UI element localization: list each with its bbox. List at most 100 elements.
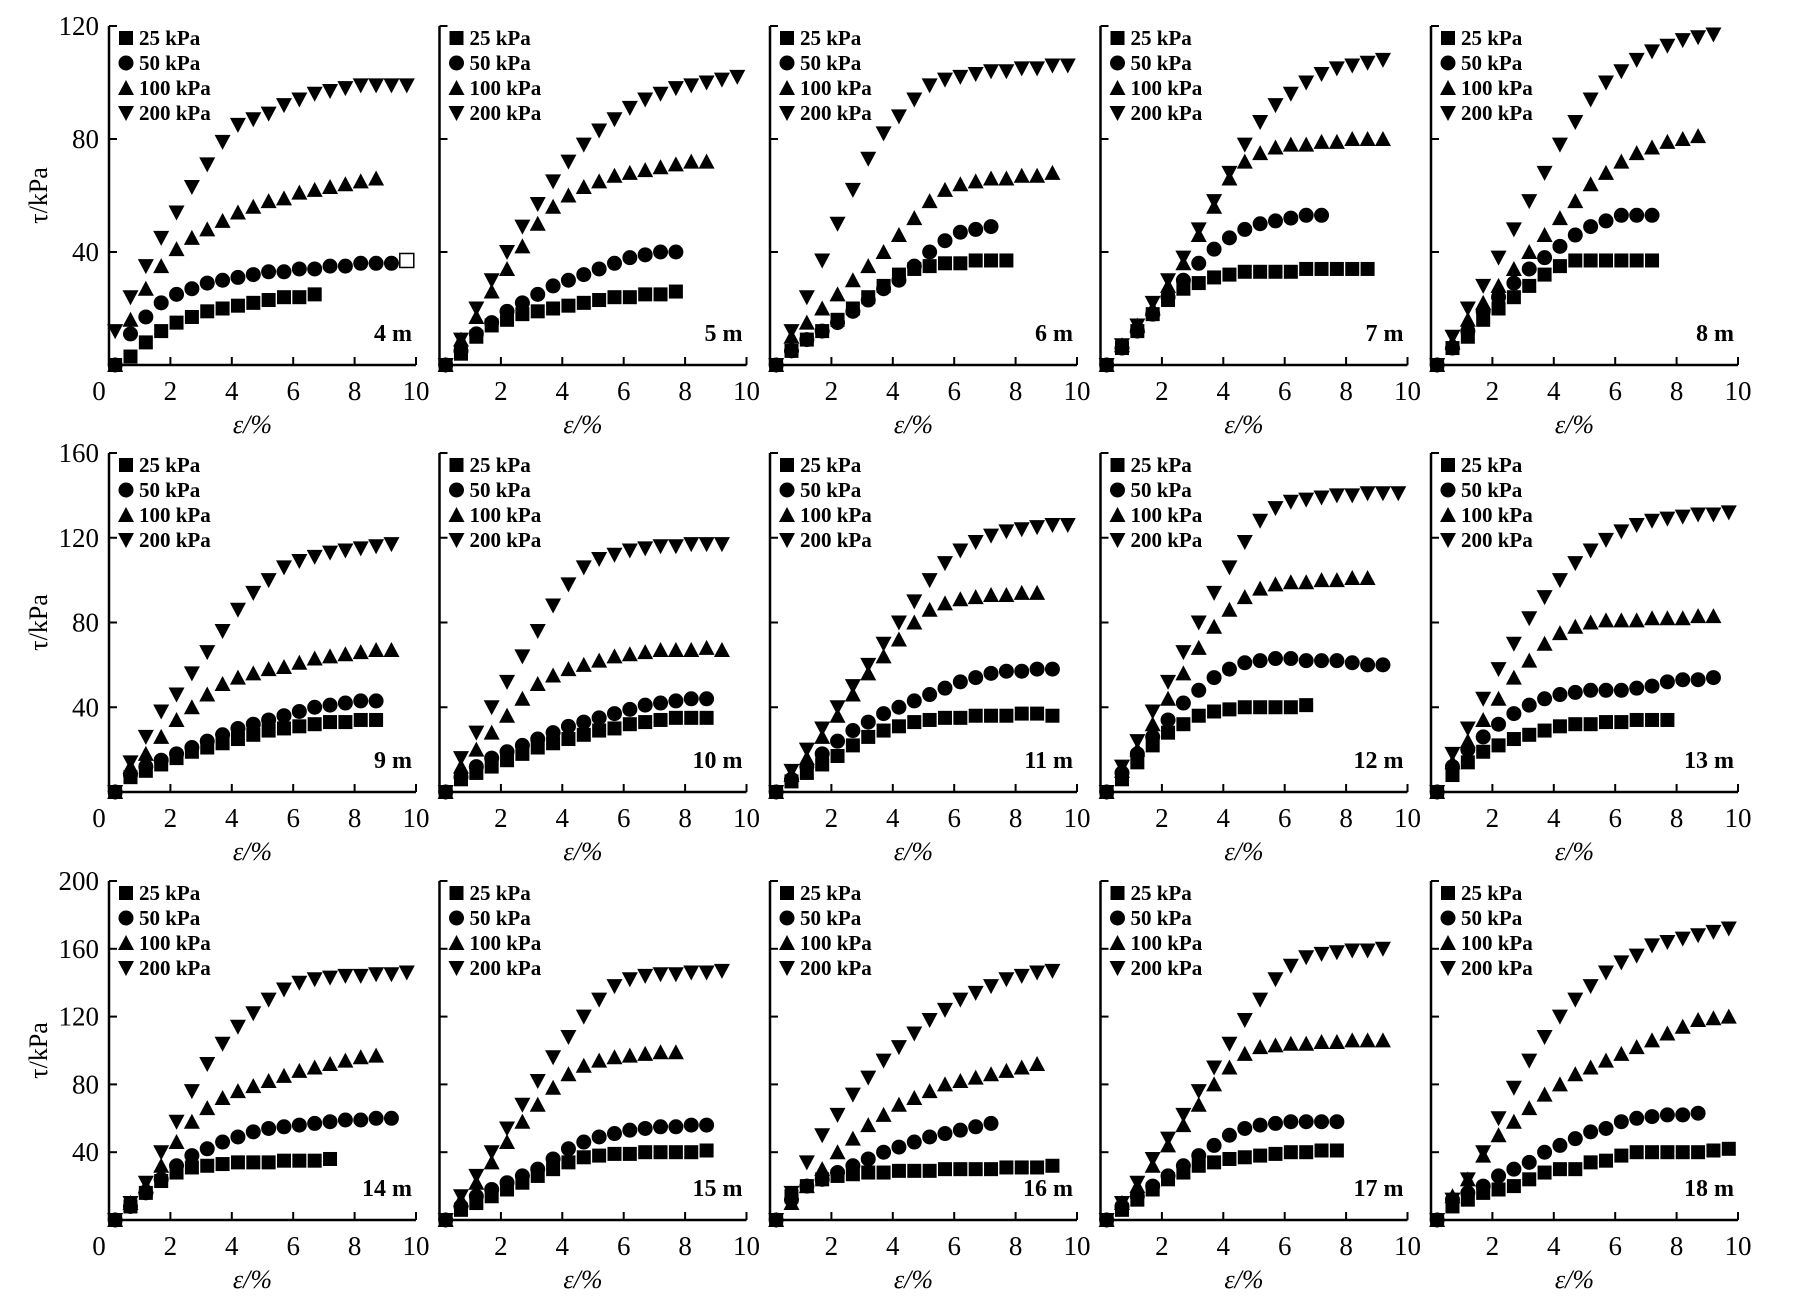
legend-label: 25 kPa (470, 26, 532, 50)
marker-triangle-down (137, 729, 154, 745)
marker-triangle-up (1628, 1039, 1645, 1055)
marker-triangle-down (1521, 1053, 1538, 1069)
marker-triangle-up (798, 314, 815, 330)
marker-triangle-down (1328, 488, 1345, 504)
marker-circle (1014, 663, 1030, 679)
legend-label: 25 kPa (470, 881, 532, 905)
marker-square (876, 723, 891, 738)
marker-triangle-up (713, 642, 730, 658)
marker-triangle-up (118, 80, 134, 95)
marker-circle (245, 267, 261, 283)
marker-triangle-down (398, 965, 415, 981)
marker-triangle-down (1328, 945, 1345, 961)
marker-triangle-down (1252, 115, 1269, 131)
marker-triangle-up (1674, 610, 1691, 626)
marker-triangle-up (1013, 167, 1030, 183)
marker-triangle-up (860, 1117, 877, 1133)
marker-triangle-down (1440, 533, 1456, 548)
marker-triangle-down (514, 1097, 531, 1113)
marker-triangle-down (1175, 645, 1192, 661)
marker-square (922, 1163, 937, 1178)
marker-triangle-up (153, 258, 170, 274)
marker-triangle-down (1313, 946, 1330, 962)
marker-triangle-down (1582, 543, 1599, 559)
x-tick-label: 8 (1339, 1231, 1353, 1261)
x-tick-label: 4 (1217, 1231, 1231, 1261)
legend-label: 100 kPa (470, 76, 542, 100)
marker-circle (1659, 674, 1675, 690)
marker-triangle-down (118, 961, 134, 976)
marker-circle (1537, 250, 1553, 266)
marker-circle (1583, 682, 1599, 698)
marker-square (1568, 717, 1583, 732)
marker-circle (1552, 687, 1568, 703)
marker-triangle-up (1160, 690, 1177, 706)
marker-circle (1283, 210, 1299, 226)
marker-triangle-down (829, 216, 846, 232)
marker-triangle-up (1282, 1035, 1299, 1051)
marker-triangle-down (890, 1040, 907, 1056)
marker-circle (637, 247, 653, 263)
marker-circle (307, 699, 323, 715)
marker-circle (307, 261, 323, 277)
marker-square (780, 458, 794, 472)
legend-label: 50 kPa (1461, 906, 1523, 930)
x-tick-label: 8 (1670, 1231, 1684, 1261)
marker-circle (906, 1134, 922, 1150)
marker-triangle-down (1659, 511, 1676, 527)
marker-triangle-down (1659, 935, 1676, 951)
marker-square (1537, 723, 1552, 738)
marker-square (1675, 1145, 1690, 1160)
marker-triangle-up (499, 707, 516, 723)
x-tick-label: 8 (1670, 803, 1684, 833)
series-100-kpa (107, 170, 385, 372)
marker-circle (1475, 729, 1491, 745)
legend-label: 25 kPa (1461, 881, 1523, 905)
marker-triangle-down (998, 64, 1015, 80)
marker-triangle-down (1628, 948, 1645, 964)
marker-square (576, 727, 591, 742)
series-50-kpa (1099, 1114, 1345, 1228)
legend-label: 100 kPa (139, 503, 211, 527)
marker-circle (230, 1129, 246, 1145)
marker-triangle-up (779, 935, 795, 950)
series-100-kpa (1429, 608, 1722, 799)
y-axis-label: τ/kPa (24, 167, 53, 224)
marker-circle (591, 1129, 607, 1145)
marker-circle (1110, 910, 1125, 926)
marker-triangle-up (1521, 652, 1538, 668)
marker-triangle-up (1551, 625, 1568, 641)
marker-triangle-down (245, 1006, 262, 1022)
x-tick-label: 2 (164, 376, 178, 406)
marker-triangle-down (1282, 958, 1299, 974)
marker-triangle-up (1440, 80, 1456, 95)
marker-triangle-down (337, 968, 354, 984)
marker-triangle-down (652, 967, 669, 983)
depth-label: 5 m (705, 321, 743, 347)
marker-circle (891, 272, 907, 288)
marker-triangle-up (229, 1083, 246, 1099)
marker-square (515, 307, 530, 322)
marker-triangle-up (936, 1076, 953, 1092)
marker-triangle-down (514, 219, 531, 235)
series-25-kpa (1430, 253, 1660, 372)
marker-square (1299, 261, 1314, 276)
marker-triangle-down (1109, 961, 1126, 976)
marker-triangle-down (1144, 295, 1161, 311)
marker-square (607, 290, 622, 305)
marker-triangle-up (698, 153, 715, 169)
series-200-kpa (437, 537, 730, 800)
marker-square (576, 1150, 591, 1165)
marker-circle (1237, 655, 1253, 671)
marker-triangle-down (1267, 98, 1284, 114)
marker-triangle-down (591, 992, 608, 1008)
marker-triangle-down (1536, 590, 1553, 606)
depth-label: 8 m (1696, 321, 1734, 347)
marker-triangle-down (468, 1168, 485, 1184)
marker-triangle-down (1644, 938, 1661, 954)
marker-triangle-down (1551, 1009, 1568, 1025)
marker-triangle-up (621, 646, 638, 662)
marker-square (184, 1160, 199, 1175)
